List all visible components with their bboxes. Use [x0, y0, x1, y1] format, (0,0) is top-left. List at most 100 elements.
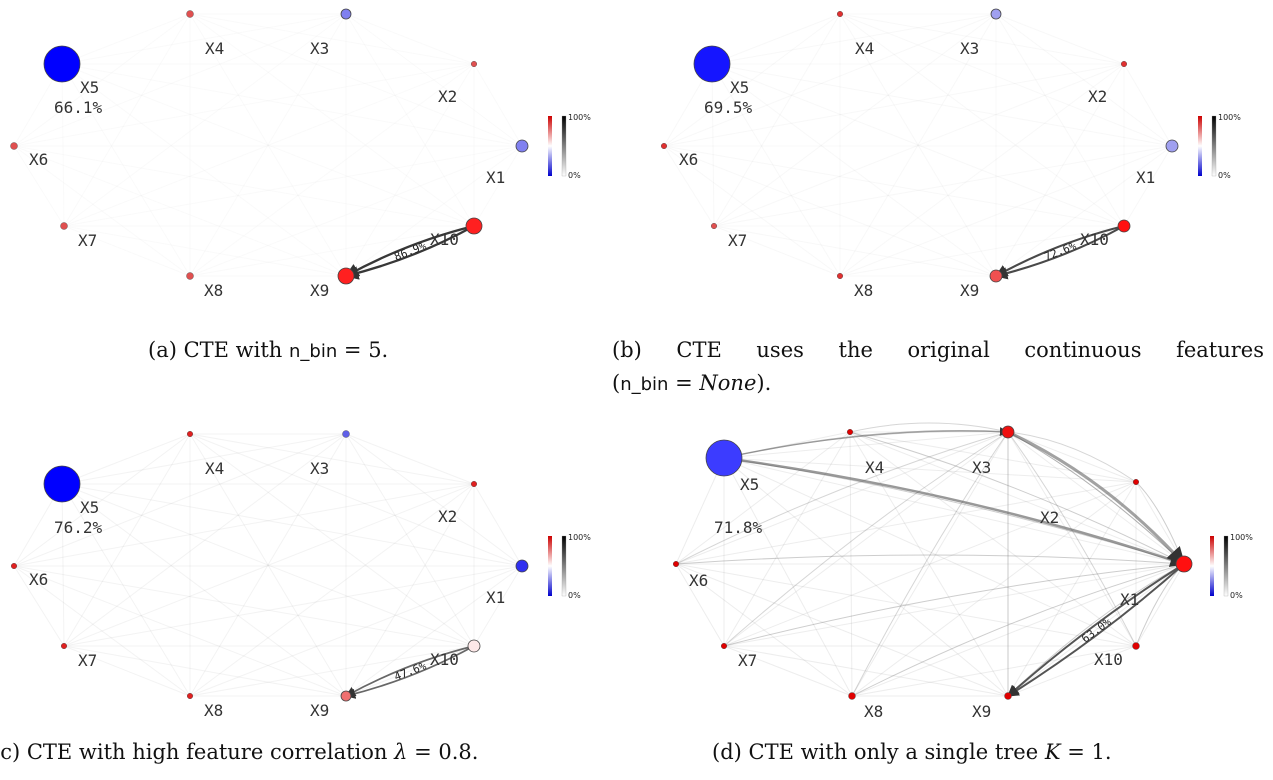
faint-edge: [63, 13, 191, 227]
faint-edge: [13, 565, 347, 697]
faint-edge: [663, 13, 997, 147]
caption-a-text: (a) CTE with: [148, 338, 289, 362]
node-label-x9: X9: [960, 281, 979, 300]
faint-edge: [1007, 563, 1185, 697]
edge-X4-to-X3: [849, 422, 1009, 433]
faint-edge: [61, 63, 65, 227]
faint-edge: [189, 13, 475, 227]
caption-b-line1: (b) CTE uses the original continuous fea…: [612, 338, 1264, 362]
faint-edge: [1007, 481, 1137, 697]
faint-edge: [189, 63, 475, 277]
faint-edge: [723, 431, 851, 647]
node-label-x5: X5: [80, 498, 99, 517]
node-label-x4: X4: [865, 458, 884, 477]
caption-d-suffix: = 1.: [1060, 740, 1112, 764]
faint-edge: [345, 13, 475, 65]
strong-edge-label: 47.6%: [392, 659, 428, 683]
faint-edge: [189, 433, 347, 697]
faint-edge: [849, 431, 853, 697]
faint-edge: [713, 13, 997, 227]
faint-edge: [995, 13, 1125, 227]
edge-X8-to-X1: [851, 563, 1185, 697]
faint-edge: [473, 63, 523, 147]
faint-edge: [995, 13, 1125, 65]
edge-X9-to-X1: [1007, 563, 1185, 697]
faint-edge: [13, 565, 65, 647]
node-x6: [660, 142, 667, 149]
faint-edge: [345, 483, 475, 697]
caption-b-open: (: [612, 371, 621, 395]
faint-edge: [473, 565, 523, 647]
caption-b-code: n_bin: [620, 374, 669, 395]
panel-a: 86.9% X1 X2 X3 X4 X5 X6 X7 X8 X9 X10 66.1% 100% 0%: [10, 8, 591, 300]
faint-edge: [711, 63, 997, 277]
faint-edge: [849, 431, 1185, 565]
faint-edge: [663, 145, 997, 277]
faint-edge: [61, 483, 191, 697]
x5-importance-label: 69.5%: [704, 98, 753, 117]
node-x3: [1001, 425, 1015, 439]
faint-edge: [839, 63, 1125, 277]
node-label-x8: X8: [204, 701, 223, 720]
node-x10: [1132, 642, 1140, 650]
colorbar-node: [1210, 536, 1214, 596]
node-x8: [836, 273, 843, 280]
edge-X8-to-X3: [851, 431, 1009, 697]
node-x7: [711, 222, 718, 229]
faint-edge: [1123, 63, 1173, 147]
faint-edge: [345, 145, 523, 277]
node-x5: [705, 439, 743, 477]
node-label-x2: X2: [438, 507, 457, 526]
node-label-x2: X2: [438, 87, 457, 106]
faint-edge: [61, 483, 347, 697]
node-x2: [1121, 61, 1128, 68]
faint-edge: [713, 13, 841, 227]
faint-edge: [839, 145, 1173, 277]
faint-edge: [675, 431, 1009, 565]
node-label-x3: X3: [310, 39, 329, 58]
edge-X3-to-X1: [1007, 430, 1186, 566]
node-x8: [186, 693, 193, 700]
faint-edge: [63, 433, 347, 647]
faint-edge: [13, 433, 191, 567]
faint-edge: [189, 433, 475, 485]
faint-edge: [723, 431, 1009, 459]
node-label-x5: X5: [80, 78, 99, 97]
faint-edge: [711, 13, 997, 65]
faint-edge: [663, 145, 1125, 227]
faint-edge: [713, 225, 841, 277]
node-x2: [471, 61, 478, 68]
node-label-x6: X6: [29, 570, 48, 589]
faint-edge: [63, 565, 523, 647]
node-x7: [61, 642, 68, 649]
node-x6: [672, 560, 679, 567]
node-x4: [186, 430, 193, 437]
faint-edge: [1007, 431, 1137, 647]
node-label-x7: X7: [728, 231, 747, 250]
panel-b: 72.6% X1 X2 X3 X4 X5 X6 X7 X8 X9 X10 69.5% 100% 0%: [660, 8, 1241, 300]
edge-X4-to-X1: [849, 431, 1185, 565]
faint-edge: [345, 565, 523, 697]
strong-edge-label: 86.9%: [392, 239, 428, 263]
edge-X7-to-X3: [723, 431, 1009, 647]
node-x1: [1165, 139, 1179, 153]
panel-c: 47.6% X1 X2 X3 X4 X5 X6 X7 X8 X9 X10 76.2% 100% 0%: [10, 430, 591, 720]
faint-edge: [473, 483, 523, 567]
colorbar-max-label: 100%: [1218, 113, 1241, 122]
node-label-x6: X6: [29, 150, 48, 169]
faint-edge: [13, 13, 191, 147]
node-x8: [186, 272, 194, 280]
caption-a-code: n_bin: [289, 341, 338, 362]
node-x5: [693, 45, 731, 83]
faint-edge: [839, 13, 1173, 147]
faint-edge: [61, 483, 475, 647]
colorbar-node: [548, 536, 552, 596]
strong-edge-back: [1007, 563, 1185, 697]
caption-c-italic: λ: [394, 740, 408, 764]
faint-edge: [675, 563, 853, 697]
colorbar-min-label: 0%: [568, 591, 581, 600]
faint-edge: [63, 63, 475, 227]
colorbar-edge: [561, 535, 567, 597]
faint-edge: [675, 563, 1137, 647]
faint-edge: [189, 433, 523, 567]
